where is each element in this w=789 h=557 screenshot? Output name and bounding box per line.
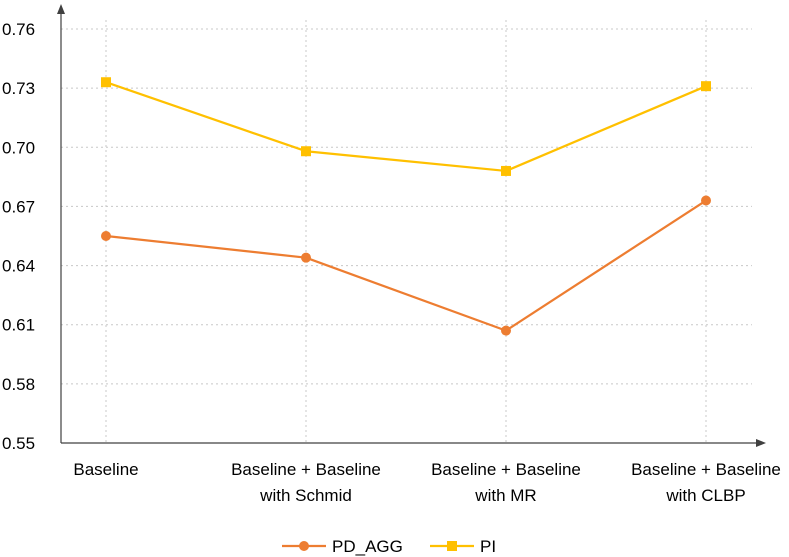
grid-lines [61,20,752,443]
data-point-square [101,77,111,88]
series [101,77,711,336]
x-tick-label-line: with MR [474,486,536,505]
y-tick-label: 0.76 [2,20,35,39]
series-line [105,81,707,173]
axes [57,4,766,447]
x-tick-label-line: with Schmid [259,486,352,505]
x-tick-label-line: with CLBP [665,486,745,505]
y-tick-label: 0.58 [2,375,35,394]
legend-item-pd-agg[interactable]: PD_AGG [282,537,403,556]
data-point-circle [701,195,711,206]
data-point-square [501,165,511,176]
x-tick-label: Baseline [73,460,138,479]
legend-label: PI [480,537,496,556]
x-tick-label: Baseline + Baseline with CLBP [631,460,781,505]
x-tick-label-line: Baseline + Baseline [631,460,781,479]
x-tick-label-line: Baseline [73,460,138,479]
data-point-square [701,81,711,92]
series-pd-agg [101,195,711,336]
y-tick-label: 0.61 [2,316,35,335]
data-point-circle [101,231,111,241]
y-tick-label: 0.70 [2,138,35,157]
x-axis-arrow [756,439,766,447]
y-tick-label: 0.67 [2,197,35,216]
y-axis-arrow [57,4,65,14]
legend-item-pi[interactable]: PI [430,537,496,556]
series-pi [101,77,711,176]
x-tick-labels: Baseline Baseline + Baseline with SchmidBa… [73,460,781,505]
y-tick-label: 0.55 [2,434,35,453]
legend-label: PD_AGG [332,537,403,556]
data-point-square [301,146,311,157]
y-tick-labels: 0.55 0.58 0.61 0.64 0.67 0.70 0.73 0.76 [2,20,35,453]
legend[interactable]: PD_AGG PI [282,537,496,556]
data-point-circle [301,252,311,263]
x-tick-label: Baseline + Baseline with Schmid [231,460,381,505]
y-tick-label: 0.64 [2,257,35,276]
series-line [105,199,707,332]
legend-marker-square [447,541,457,551]
x-tick-label: Baseline + Baseline with MR [431,460,581,505]
x-tick-label-line: Baseline + Baseline [231,460,381,479]
y-tick-label: 0.73 [2,79,35,98]
x-tick-label-line: Baseline + Baseline [431,460,581,479]
legend-marker-circle [299,541,309,551]
data-point-circle [501,325,511,336]
